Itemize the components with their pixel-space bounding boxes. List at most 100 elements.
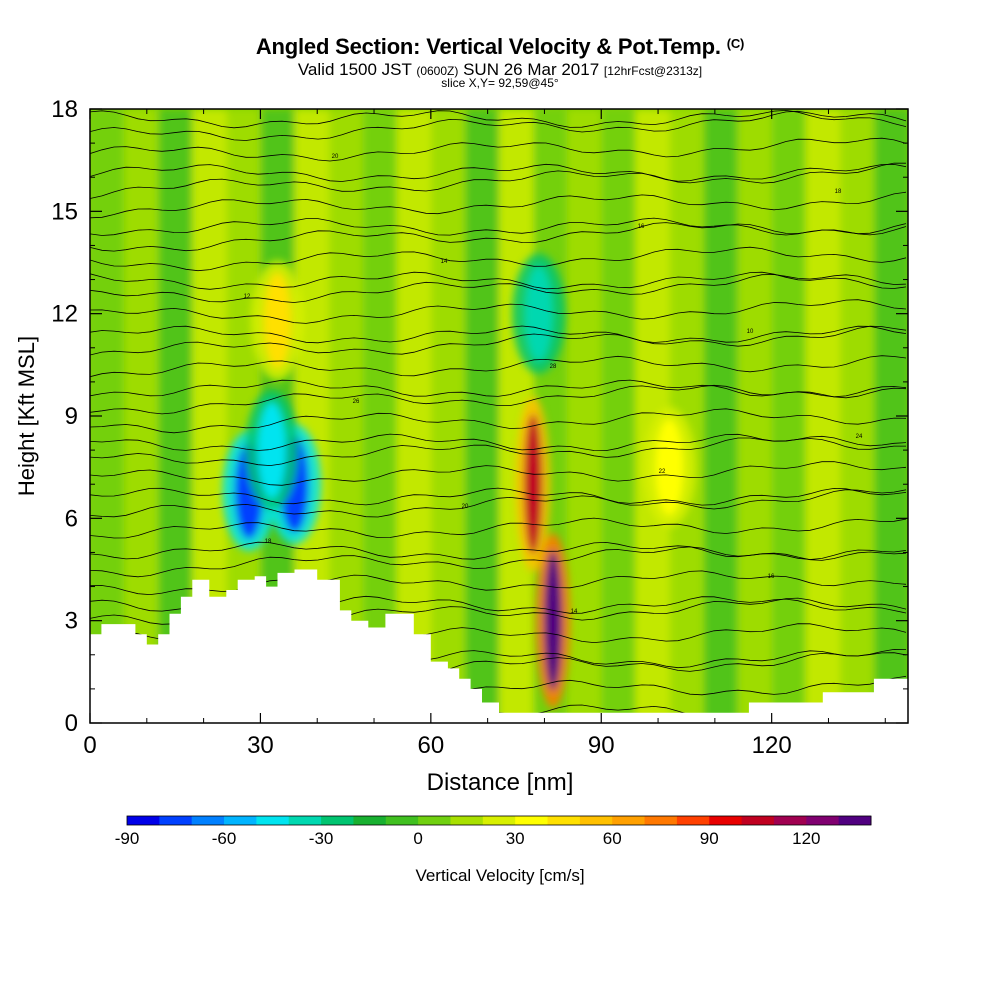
colorbar-swatch: [321, 816, 354, 825]
theta-contour: [90, 274, 907, 303]
theta-contour: [90, 487, 907, 506]
velocity-feature: [543, 550, 562, 691]
velocity-feature: [524, 265, 553, 362]
colorbar-tick-label: 0: [413, 829, 422, 848]
slice-info: slice X,Y= 92,59@45°: [441, 76, 559, 90]
colorbar-swatch: [418, 816, 451, 825]
theta-contour: [90, 541, 907, 560]
chart-title-text: Angled Section: Vertical Velocity & Pot.…: [255, 34, 721, 59]
theta-contour-label: 20: [462, 504, 469, 510]
chart-title: Angled Section: Vertical Velocity & Pot.…: [0, 34, 1000, 60]
colorbar-swatch: [224, 816, 257, 825]
colorbar-swatch: [741, 816, 775, 825]
terrain-mask: [90, 569, 908, 723]
x-tick-label: 120: [752, 732, 792, 759]
valid-zulu: (0600Z): [416, 64, 459, 78]
colorbar-swatch: [127, 816, 160, 825]
theta-contour-label: 12: [244, 294, 251, 300]
colorbar: -90 -60 -30 0 30 60 90 120: [115, 815, 872, 848]
theta-contour: [90, 299, 907, 324]
theta-contour: [90, 384, 907, 415]
y-tick-label: 12: [51, 301, 78, 328]
colorbar-swatch: [579, 816, 613, 825]
theta-contour: [90, 222, 907, 252]
velocity-band: [430, 109, 466, 723]
theta-contour: [90, 546, 907, 578]
colorbar-swatch: [838, 816, 872, 825]
colorbar-swatch: [191, 816, 225, 825]
colorbar-swatch: [644, 816, 678, 825]
y-tick-label: 9: [65, 403, 78, 430]
colorbar-frame: [126, 815, 872, 826]
velocity-band: [464, 109, 500, 723]
theta-contour: [90, 489, 907, 518]
colorbar-swatch: [256, 816, 290, 825]
theta-contour: [90, 163, 907, 182]
theta-contour-label: 28: [550, 364, 557, 370]
theta-contours: 10121416182022242628101214161820: [90, 109, 907, 723]
theta-contour-label: 26: [353, 399, 360, 405]
colorbar-tick-label: 90: [700, 829, 719, 848]
theta-contour: [90, 325, 907, 356]
theta-contour: [90, 246, 907, 272]
velocity-band: [567, 109, 603, 723]
theta-contour: [90, 137, 907, 162]
velocity-feature: [263, 272, 292, 369]
theta-contour: [90, 191, 907, 219]
velocity-band: [839, 109, 875, 723]
y-tick-label: 6: [65, 505, 78, 532]
colorbar-label: Vertical Velocity [cm/s]: [415, 866, 584, 885]
velocity-feature: [524, 414, 543, 555]
colorbar-swatch: [676, 816, 710, 825]
colorbar-swatch: [450, 816, 484, 825]
theta-contour: [90, 433, 906, 452]
theta-contour-label: 22: [659, 469, 666, 475]
theta-contour: [90, 109, 907, 129]
colorbar-tick-label: -30: [309, 829, 334, 848]
title-code: (C): [726, 36, 745, 51]
velocity-band: [771, 109, 807, 723]
theta-contour: [90, 517, 907, 539]
theta-contour: [90, 355, 907, 378]
theta-contour-label: 24: [856, 434, 863, 440]
theta-contour-label: 14: [441, 259, 448, 265]
colorbar-swatch: [612, 816, 646, 825]
theta-contour-label: 18: [265, 539, 272, 545]
colorbar-swatch: [773, 816, 807, 825]
forecast-info: [12hrFcst@2313z]: [603, 64, 703, 78]
colorbar-swatch: [385, 816, 419, 825]
theta-contour: [90, 461, 907, 486]
theta-contour: [90, 379, 907, 398]
velocity-band: [601, 109, 637, 723]
theta-contour-label: 16: [638, 224, 645, 230]
y-tick-label: 15: [51, 198, 78, 225]
colorbar-tick-label: 30: [506, 829, 525, 848]
velocity-features: [222, 253, 697, 709]
colorbar-tick-label: -90: [115, 829, 140, 848]
colorbar-tick-label: 120: [792, 829, 820, 848]
colorbar-swatch: [515, 816, 549, 825]
colorbar-swatch: [482, 816, 516, 825]
colorbar-swatch: [159, 816, 193, 825]
theta-contour: [90, 325, 907, 344]
colorbar-tick-label: 60: [603, 829, 622, 848]
theta-contour-label: 14: [571, 609, 578, 615]
x-tick-label: 90: [588, 732, 615, 759]
theta-contour-label: 10: [747, 329, 754, 335]
colorbar-tick-label: -60: [212, 829, 237, 848]
theta-contour: [90, 217, 907, 236]
y-tick-label: 0: [65, 710, 78, 737]
valid-date: SUN 26 Mar 2017: [463, 60, 600, 79]
y-tick-label: 3: [65, 608, 78, 635]
theta-contour: [90, 408, 907, 434]
axes: 0 30 60 90 120 0 3 6 9 12 15 18: [51, 96, 908, 759]
x-tick-label: 0: [83, 732, 96, 759]
x-tick-label: 30: [247, 732, 274, 759]
theta-contour-label: 16: [768, 574, 775, 580]
x-axis-label: Distance [nm]: [427, 769, 574, 796]
velocity-band: [737, 109, 773, 723]
theta-contour-label: 20: [332, 154, 339, 160]
y-tick-label: 18: [51, 96, 78, 123]
colorbar-swatch: [547, 816, 581, 825]
